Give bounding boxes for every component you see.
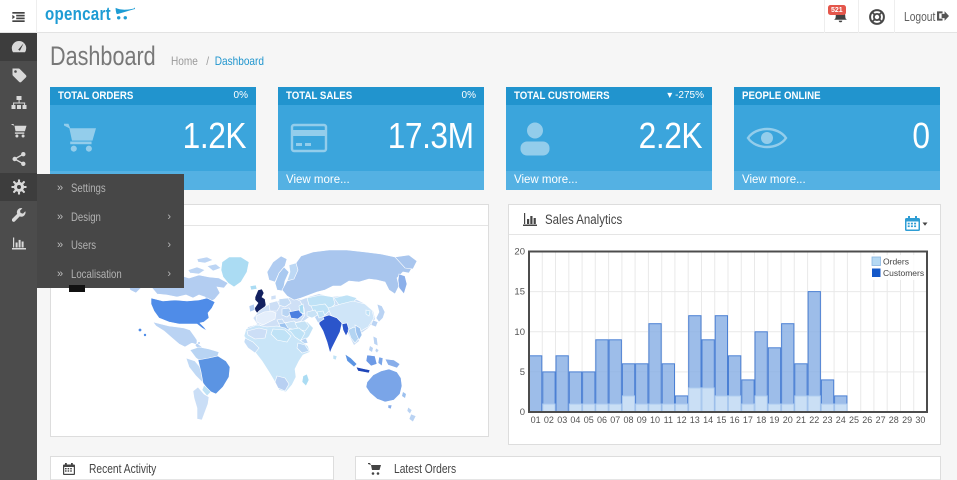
svg-text:22: 22: [809, 415, 819, 425]
svg-text:01: 01: [531, 415, 541, 425]
svg-text:13: 13: [690, 415, 700, 425]
svg-text:15: 15: [514, 287, 525, 298]
svg-text:24: 24: [836, 415, 846, 425]
svg-text:17: 17: [743, 415, 753, 425]
svg-text:5: 5: [520, 367, 525, 378]
svg-text:02: 02: [544, 415, 554, 425]
svg-text:08: 08: [623, 415, 633, 425]
svg-text:16: 16: [730, 415, 740, 425]
svg-text:07: 07: [610, 415, 620, 425]
svg-text:14: 14: [703, 415, 713, 425]
svg-text:06: 06: [597, 415, 607, 425]
svg-text:25: 25: [849, 415, 859, 425]
svg-text:23: 23: [822, 415, 832, 425]
svg-text:10: 10: [650, 415, 660, 425]
svg-text:27: 27: [876, 415, 886, 425]
svg-text:12: 12: [677, 415, 687, 425]
svg-text:04: 04: [570, 415, 580, 425]
svg-text:11: 11: [664, 415, 673, 425]
svg-text:09: 09: [637, 415, 647, 425]
svg-text:28: 28: [889, 415, 899, 425]
svg-text:18: 18: [756, 415, 766, 425]
svg-text:Customers: Customers: [883, 268, 924, 278]
svg-text:21: 21: [796, 415, 806, 425]
svg-text:26: 26: [862, 415, 872, 425]
svg-text:19: 19: [769, 415, 779, 425]
svg-text:30: 30: [915, 415, 925, 425]
svg-text:29: 29: [902, 415, 912, 425]
svg-text:Orders: Orders: [883, 257, 909, 267]
svg-text:03: 03: [557, 415, 567, 425]
svg-text:20: 20: [783, 415, 793, 425]
svg-text:15: 15: [716, 415, 726, 425]
svg-text:0: 0: [520, 407, 525, 418]
svg-text:20: 20: [514, 247, 525, 258]
svg-text:05: 05: [584, 415, 594, 425]
svg-text:10: 10: [514, 327, 525, 338]
